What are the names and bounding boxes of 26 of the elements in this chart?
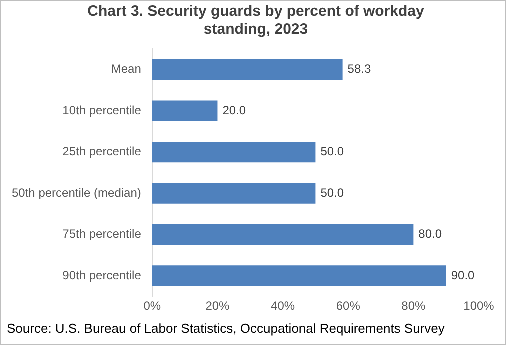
x-tick-label: 60%	[336, 299, 361, 314]
chart-title: Chart 3. Security guards by percent of workday standing, 2023	[86, 3, 426, 39]
bar	[152, 60, 343, 80]
data-label: 90.0	[451, 268, 476, 282]
y-tick-label: 90th percentile	[62, 268, 142, 282]
y-tick-label: 10th percentile	[62, 103, 142, 118]
source-note: Source: U.S. Bureau of Labor Statistics, Occupational Requirements Survey	[7, 321, 445, 336]
bar	[152, 142, 316, 163]
y-tick-label: 25th percentile	[62, 144, 142, 159]
data-label: 50.0	[320, 186, 344, 200]
y-tick-label: 50th percentile (median)	[12, 186, 142, 200]
x-tick-label: 0%	[144, 299, 162, 314]
x-tick-label: 80%	[402, 299, 426, 314]
bar	[152, 266, 446, 286]
bar	[152, 183, 316, 204]
y-tick-label: 75th percentile	[62, 227, 142, 242]
bar	[152, 100, 218, 122]
y-tick-label: Mean	[111, 62, 142, 76]
data-label: 50.0	[320, 144, 344, 159]
data-label: 80.0	[418, 227, 442, 242]
data-label: 20.0	[222, 103, 246, 118]
data-label: 58.3	[348, 62, 372, 76]
x-tick-label: 100%	[464, 299, 495, 314]
bar	[152, 224, 414, 246]
x-tick-label: 20%	[206, 299, 230, 314]
x-tick-label: 40%	[271, 299, 296, 314]
